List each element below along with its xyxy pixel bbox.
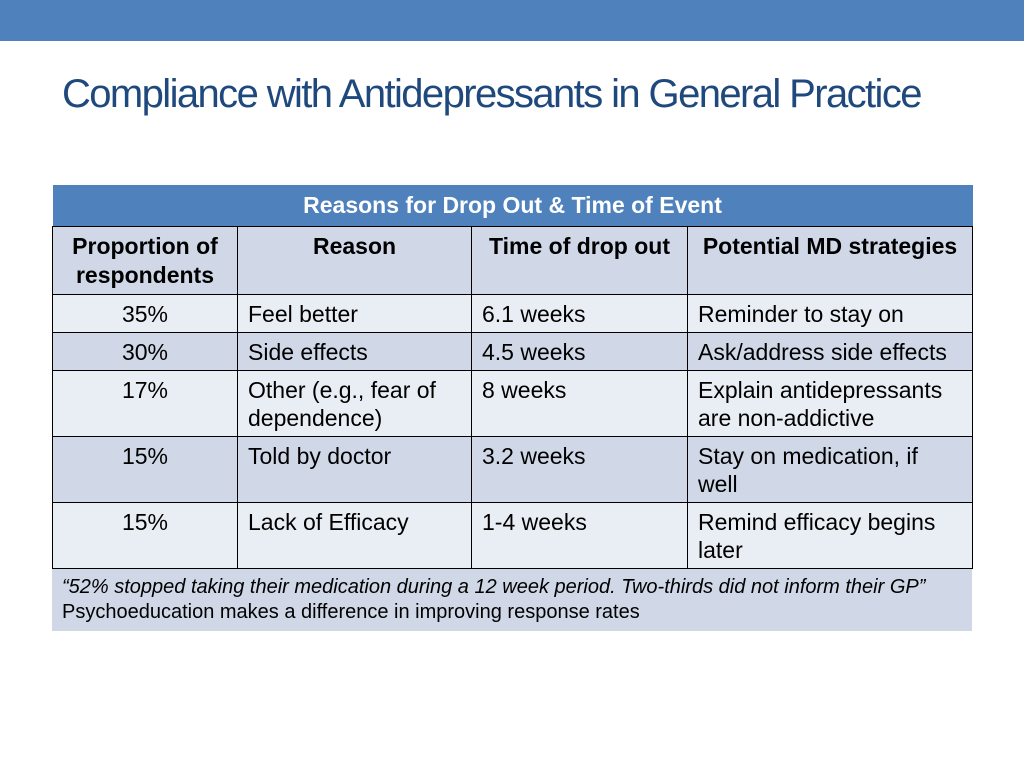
cell-strategy: Remind efficacy begins later <box>687 502 973 569</box>
cell-time: 3.2 weeks <box>471 436 688 503</box>
table-row: 35% Feel better 6.1 weeks Reminder to st… <box>52 294 973 333</box>
dropout-table: Reasons for Drop Out & Time of Event Pro… <box>52 185 973 569</box>
table-footer-note: “52% stopped taking their medication dur… <box>52 569 972 631</box>
table-banner-row: Reasons for Drop Out & Time of Event <box>52 185 973 227</box>
cell-strategy: Explain antidepressants are non-addictiv… <box>687 370 973 437</box>
dropout-table-container: Reasons for Drop Out & Time of Event Pro… <box>52 185 973 631</box>
table-row: 30% Side effects 4.5 weeks Ask/address s… <box>52 332 973 371</box>
cell-proportion: 30% <box>52 332 238 371</box>
cell-time: 8 weeks <box>471 370 688 437</box>
table-row: 15% Told by doctor 3.2 weeks Stay on med… <box>52 436 973 503</box>
cell-time: 4.5 weeks <box>471 332 688 371</box>
cell-proportion: 17% <box>52 370 238 437</box>
cell-reason: Feel better <box>237 294 472 333</box>
cell-time: 1-4 weeks <box>471 502 688 569</box>
cell-reason: Told by doctor <box>237 436 472 503</box>
cell-proportion: 15% <box>52 436 238 503</box>
footer-quote: “52% stopped taking their medication dur… <box>62 576 926 598</box>
cell-reason: Lack of Efficacy <box>237 502 472 569</box>
cell-strategy: Reminder to stay on <box>687 294 973 333</box>
table-header-row: Proportion of respondents Reason Time of… <box>52 226 973 295</box>
cell-strategy: Stay on medication, if well <box>687 436 973 503</box>
top-accent-bar <box>0 0 1024 41</box>
table-banner: Reasons for Drop Out & Time of Event <box>52 185 973 227</box>
footer-note: Psychoeducation makes a difference in im… <box>62 601 640 623</box>
table-row: 17% Other (e.g., fear of dependence) 8 w… <box>52 370 973 437</box>
cell-reason: Other (e.g., fear of dependence) <box>237 370 472 437</box>
header-proportion: Proportion of respondents <box>52 226 238 295</box>
cell-reason: Side effects <box>237 332 472 371</box>
cell-strategy: Ask/address side effects <box>687 332 973 371</box>
header-time: Time of drop out <box>471 226 688 295</box>
header-reason: Reason <box>237 226 472 295</box>
cell-proportion: 35% <box>52 294 238 333</box>
slide-title: Compliance with Antidepressants in Gener… <box>62 72 922 116</box>
header-strategies: Potential MD strategies <box>687 226 973 295</box>
cell-time: 6.1 weeks <box>471 294 688 333</box>
table-row: 15% Lack of Efficacy 1-4 weeks Remind ef… <box>52 502 973 569</box>
cell-proportion: 15% <box>52 502 238 569</box>
